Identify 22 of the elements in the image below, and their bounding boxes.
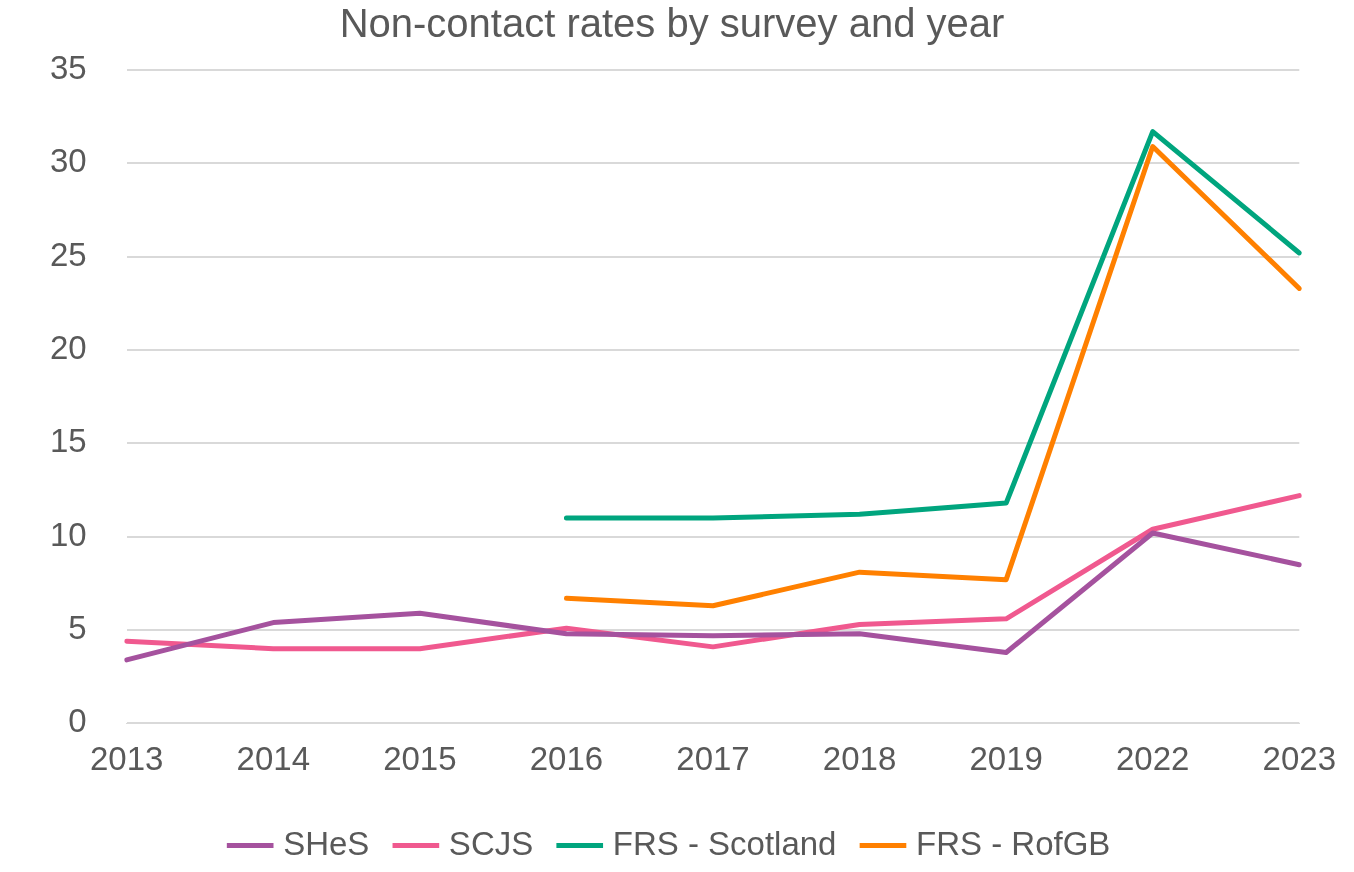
x-tick-label: 2022: [1116, 740, 1190, 778]
y-tick-label: 35: [49, 49, 87, 87]
chart-title: Non-contact rates by survey and year: [339, 1, 1005, 46]
legend-label: SCJS: [448, 824, 534, 862]
x-tick-label: 2016: [529, 740, 604, 778]
y-tick-label: 5: [68, 609, 87, 647]
y-tick-label: 30: [49, 142, 87, 180]
legend-label: SHeS: [283, 824, 370, 862]
y-tick-label: 20: [49, 329, 87, 367]
y-tick-label: 0: [68, 702, 87, 740]
y-tick-label: 15: [49, 422, 87, 460]
x-tick-label: 2023: [1262, 740, 1336, 778]
x-tick-label: 2019: [969, 740, 1043, 778]
y-tick-label: 25: [49, 235, 87, 273]
legend-label: FRS - RofGB: [915, 824, 1111, 862]
x-tick-label: 2018: [822, 740, 897, 778]
x-tick-label: 2014: [236, 740, 310, 778]
x-tick-label: 2017: [676, 740, 750, 778]
x-tick-label: 2013: [90, 740, 164, 778]
legend-label: FRS - Scotland: [612, 824, 837, 862]
y-tick-label: 10: [49, 515, 87, 553]
x-tick-label: 2015: [383, 740, 457, 778]
